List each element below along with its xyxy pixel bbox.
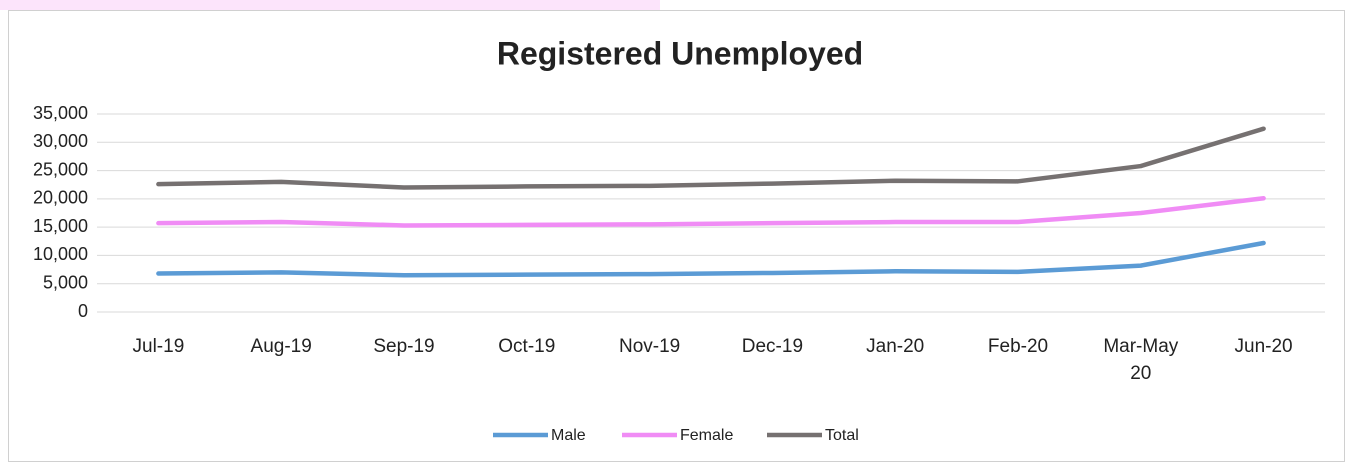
legend-label: Female: [680, 427, 733, 444]
y-tick-label: 10,000: [33, 244, 88, 264]
y-tick-label: 35,000: [33, 103, 88, 123]
y-tick-label: 30,000: [33, 131, 88, 151]
x-tick-label: Jan-20: [866, 336, 925, 357]
header-band: [0, 0, 660, 10]
x-tick-label: Aug-19: [250, 336, 312, 357]
x-tick-label: Dec-19: [741, 336, 804, 357]
y-tick-label: 15,000: [33, 216, 88, 236]
legend-label: Total: [825, 427, 859, 444]
series-line: [156, 196, 1266, 228]
x-tick-label: Nov-19: [618, 336, 681, 357]
y-tick-label: 5,000: [43, 272, 88, 292]
y-tick-label: 0: [78, 301, 88, 321]
x-tick-label: Jun-20: [1234, 336, 1293, 357]
x-tick-label: Oct-19: [498, 336, 556, 357]
x-tick-label: Jul-19: [132, 336, 185, 357]
y-tick-label: 20,000: [33, 188, 88, 208]
x-tick-label: Mar-May 20: [1103, 336, 1179, 384]
series-line: [156, 240, 1266, 278]
x-tick-label: Sep-19: [373, 336, 435, 357]
legend-label: Male: [551, 427, 586, 444]
x-tick-label: Feb-20: [987, 336, 1049, 357]
chart-title: Registered Unemployed: [497, 35, 863, 71]
chart-border: [8, 10, 1345, 462]
series-line: [156, 126, 1266, 190]
y-tick-label: 25,000: [33, 159, 88, 179]
